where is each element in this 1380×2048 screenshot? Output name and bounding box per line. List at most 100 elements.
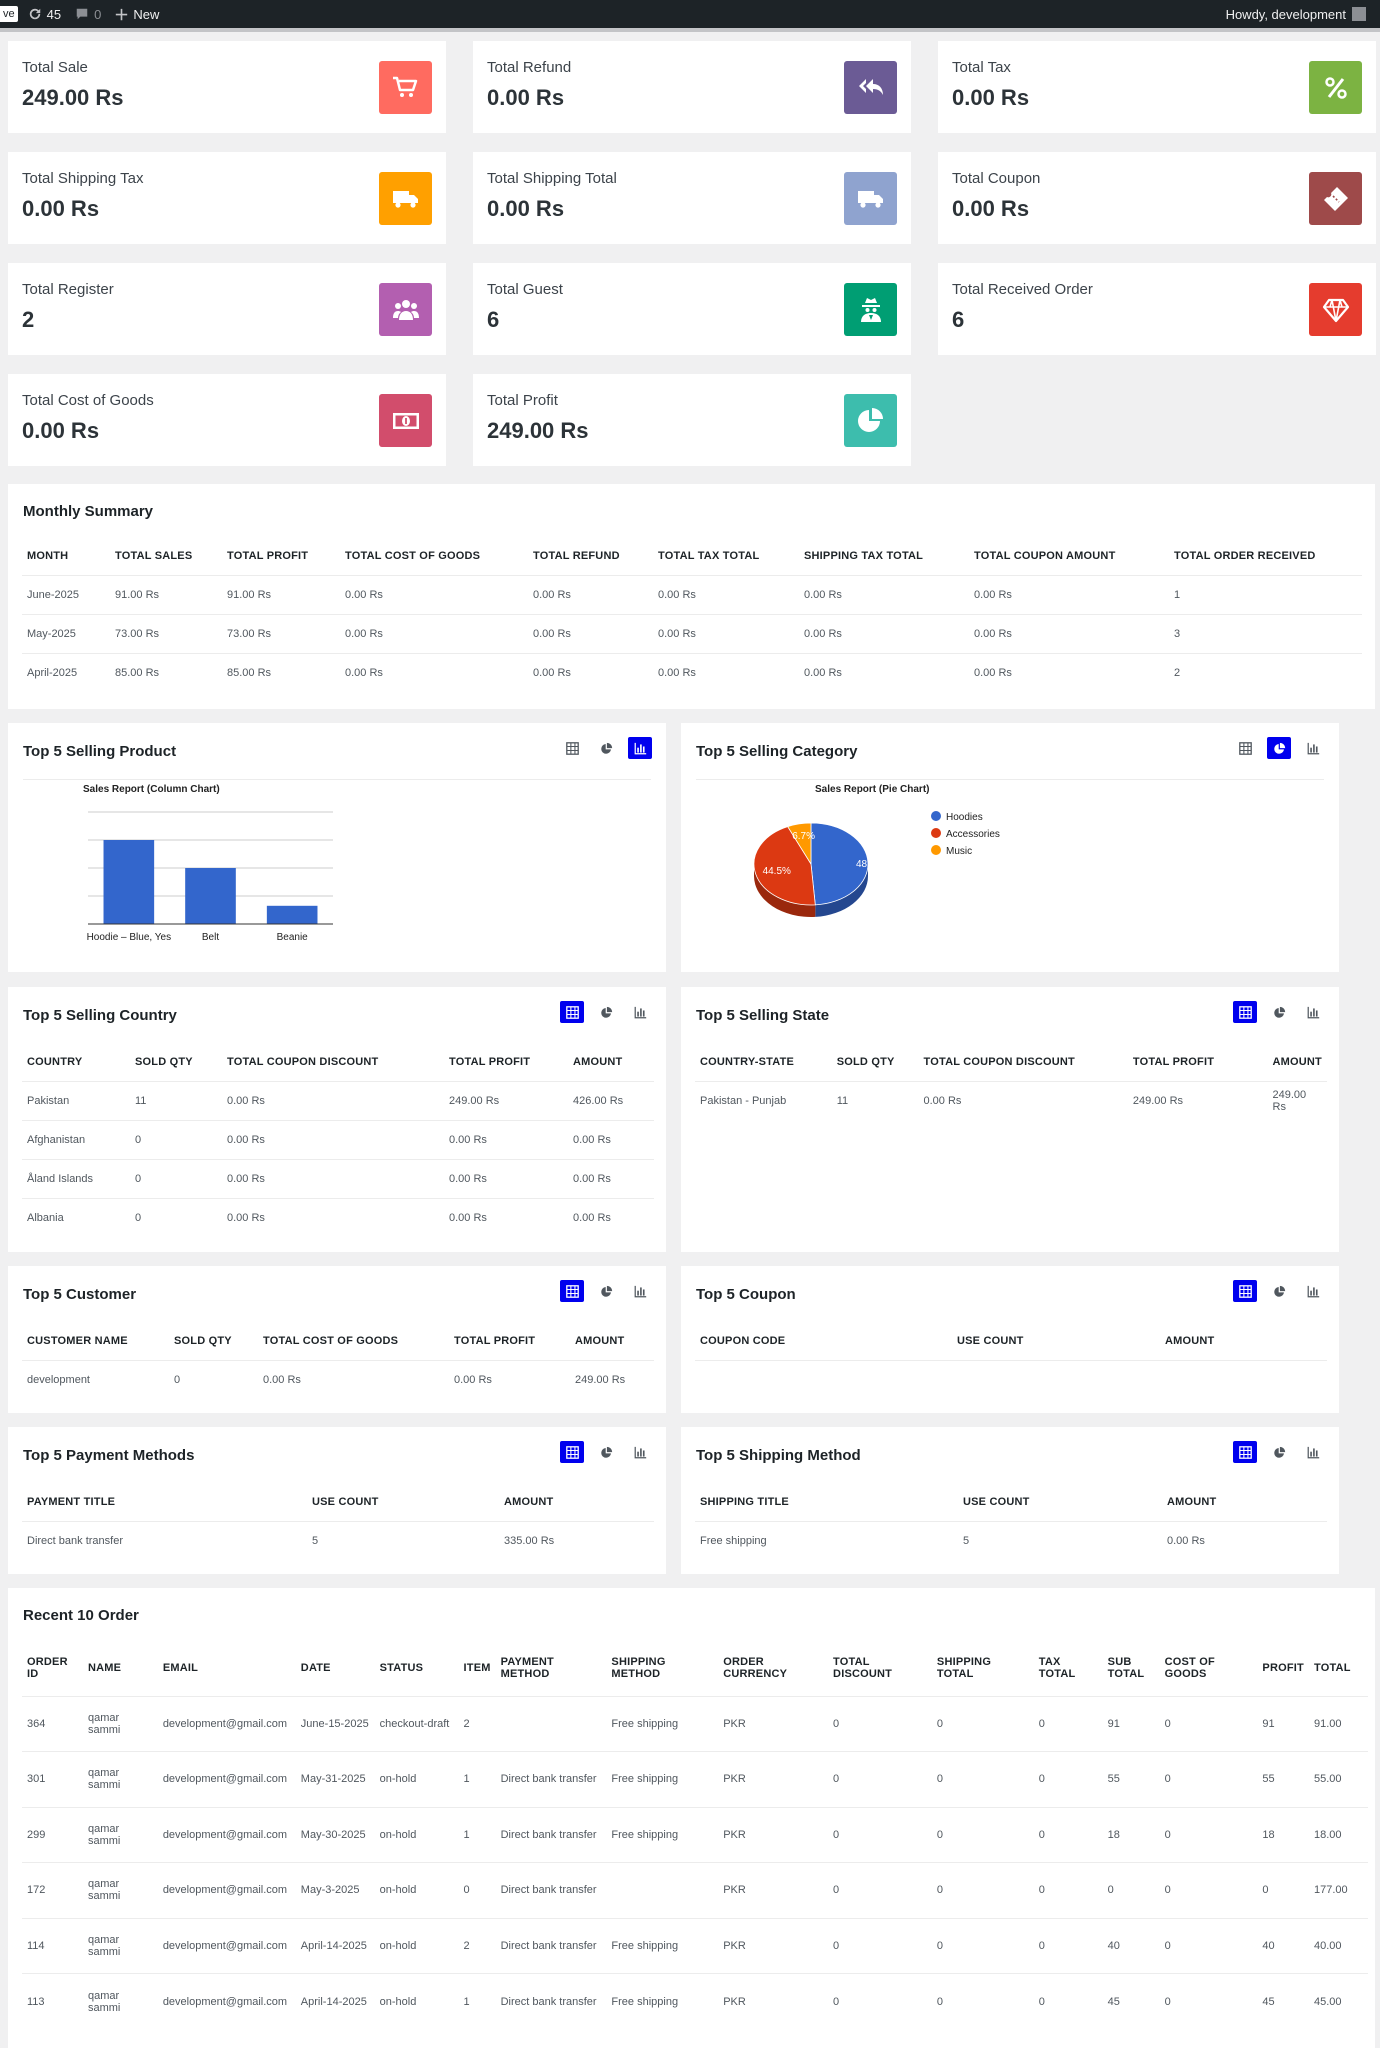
table-view-button[interactable] [560, 1280, 584, 1302]
chart-view-button[interactable] [628, 1001, 652, 1023]
table-cell: 0 [1159, 1695, 1258, 1752]
plus-icon [116, 8, 128, 20]
pie-icon [600, 1006, 612, 1018]
chart-view-button[interactable] [1301, 1001, 1325, 1023]
pie-view-button[interactable] [594, 1001, 618, 1023]
column-header: Total Cost of Goods [345, 549, 481, 562]
table-cell: 249.00 Rs [444, 1080, 568, 1120]
chart-view-button[interactable] [1301, 1280, 1325, 1302]
table-cell: 0.00 Rs [444, 1197, 568, 1237]
table-cell: 5 [958, 1520, 1162, 1560]
money-icon [379, 394, 432, 447]
pie-view-button[interactable] [594, 1441, 618, 1463]
recent-orders-table: Order ID Name Email Date Status Item Payment M… [22, 1640, 1368, 2029]
pie-view-button[interactable] [1267, 1001, 1291, 1023]
table-cell: 426.00 Rs [568, 1080, 654, 1120]
column-header: Profit [1262, 1661, 1304, 1674]
table-row: 301 qamar sammi development@gmail.com May-3… [22, 1751, 1368, 1807]
table-cell: May-2025 [22, 613, 110, 653]
table-cell: 0.00 Rs [568, 1119, 654, 1159]
table-row: Free shipping 5 0.00 Rs [695, 1520, 1327, 1560]
state-table: Country-State Sold Qty Total Coupon Discou… [695, 1043, 1327, 1120]
column-header: Payment Title [27, 1495, 116, 1508]
table-row: 299 qamar sammi development@gmail.com May-3… [22, 1806, 1368, 1863]
column-header: Shipping Title [700, 1495, 789, 1508]
table-cell: 0 [1033, 1751, 1103, 1807]
panel-title: Top 5 Payment Methods [23, 1447, 195, 1464]
comments-count: 0 [94, 6, 102, 22]
table-view-button[interactable] [1233, 1001, 1257, 1023]
table-cell: 1 [458, 1973, 496, 2029]
table-cell [495, 1695, 607, 1752]
table-view-button[interactable] [1233, 1280, 1257, 1302]
table-cell: development [22, 1359, 169, 1399]
table-cell: 2 [1169, 652, 1362, 692]
chart-view-button[interactable] [1301, 1441, 1325, 1463]
table-cell: 0 [1033, 1806, 1103, 1863]
table-cell: 0 [931, 1806, 1034, 1863]
stat-card: Total Refund 0.00 Rs [473, 41, 911, 133]
pie-view-button[interactable] [1267, 737, 1291, 759]
table-cell: 0.00 Rs [444, 1119, 568, 1159]
table-cell: 0 [1102, 1862, 1160, 1918]
table-cell: development@gmail.com [157, 1751, 296, 1807]
column-header: Amount [504, 1495, 554, 1508]
chart-title: Sales Report (Column Chart) [83, 784, 220, 795]
column-header: Shipping Tax Total [804, 549, 924, 562]
table-view-button[interactable] [1233, 737, 1257, 759]
panel-title: Top 5 Selling State [696, 1007, 830, 1024]
refresh-icon [29, 8, 40, 20]
table-cell: 85.00 Rs [110, 652, 222, 692]
stat-card-value: 0.00 Rs [952, 85, 1030, 110]
pie-icon [1273, 1006, 1285, 1018]
chart-view-button[interactable] [628, 737, 652, 759]
table-view-button[interactable] [560, 1441, 584, 1463]
comments-item[interactable]: 0 [75, 0, 101, 28]
my-account[interactable]: Howdy, development [1226, 0, 1366, 28]
table-cell: 0 [828, 1695, 932, 1752]
panel-title: Top 5 Shipping Method [696, 1447, 861, 1464]
pie-slice [787, 822, 812, 866]
table-row: Afghanistan 0 0.00 Rs 0.00 Rs 0.00 Rs [22, 1119, 654, 1159]
table-cell: development@gmail.com [157, 1695, 296, 1752]
column-header: Shipping Method [611, 1655, 666, 1680]
table-view-button[interactable] [560, 1001, 584, 1023]
pie-view-button[interactable] [594, 1280, 618, 1302]
chart-view-button[interactable] [628, 1280, 652, 1302]
table-cell: PKR [718, 1917, 829, 1974]
table-cell: 299 [22, 1806, 83, 1863]
table-view-button[interactable] [1233, 1441, 1257, 1463]
chart-view-button[interactable] [628, 1441, 652, 1463]
truck-icon [379, 172, 432, 225]
table-cell: 85.00 Rs [222, 652, 340, 692]
table-cell: Åland Islands [22, 1158, 130, 1198]
stat-card: Total Shipping Total 0.00 Rs [473, 152, 911, 244]
pie-view-button[interactable] [1267, 1280, 1291, 1302]
stat-card-value: 6 [487, 307, 500, 332]
pie-view-button[interactable] [594, 737, 618, 759]
table-cell [606, 1862, 719, 1918]
column-header: Total Tax Total [658, 549, 760, 562]
pie-chart: Sales Report (Pie Chart) 48 44.5% 6.7% Hoodi… [753, 784, 1000, 917]
table-cell: 0 [1033, 1695, 1103, 1752]
table-row: Pakistan 11 0.00 Rs 249.00 Rs 426.00 Rs [22, 1080, 654, 1120]
table-cell: 0.00 Rs [799, 613, 969, 653]
pie-view-button[interactable] [1267, 1441, 1291, 1463]
chart-view-button[interactable] [1301, 737, 1325, 759]
pie-icon [600, 1446, 612, 1458]
updates-item[interactable]: 45 [28, 0, 61, 28]
table-cell: 249.00 Rs [1127, 1080, 1268, 1120]
table-view-button[interactable] [560, 737, 584, 759]
avatar [1352, 7, 1366, 21]
column-header: Use Count [957, 1334, 1024, 1347]
new-item[interactable]: New [115, 0, 159, 28]
live-badge[interactable]: ve [0, 6, 18, 22]
stat-card: Total Received Order 6 [938, 263, 1376, 355]
table-cell: 1 [458, 1751, 496, 1807]
table-cell: 18.00 [1308, 1806, 1368, 1863]
column-header: Amount [573, 1055, 623, 1068]
table-cell: 55 [1102, 1751, 1160, 1807]
stat-card: Total Tax 0.00 Rs [938, 41, 1376, 133]
column-header: Customer Name [27, 1334, 128, 1347]
table-cell: Direct bank transfer [495, 1751, 607, 1807]
